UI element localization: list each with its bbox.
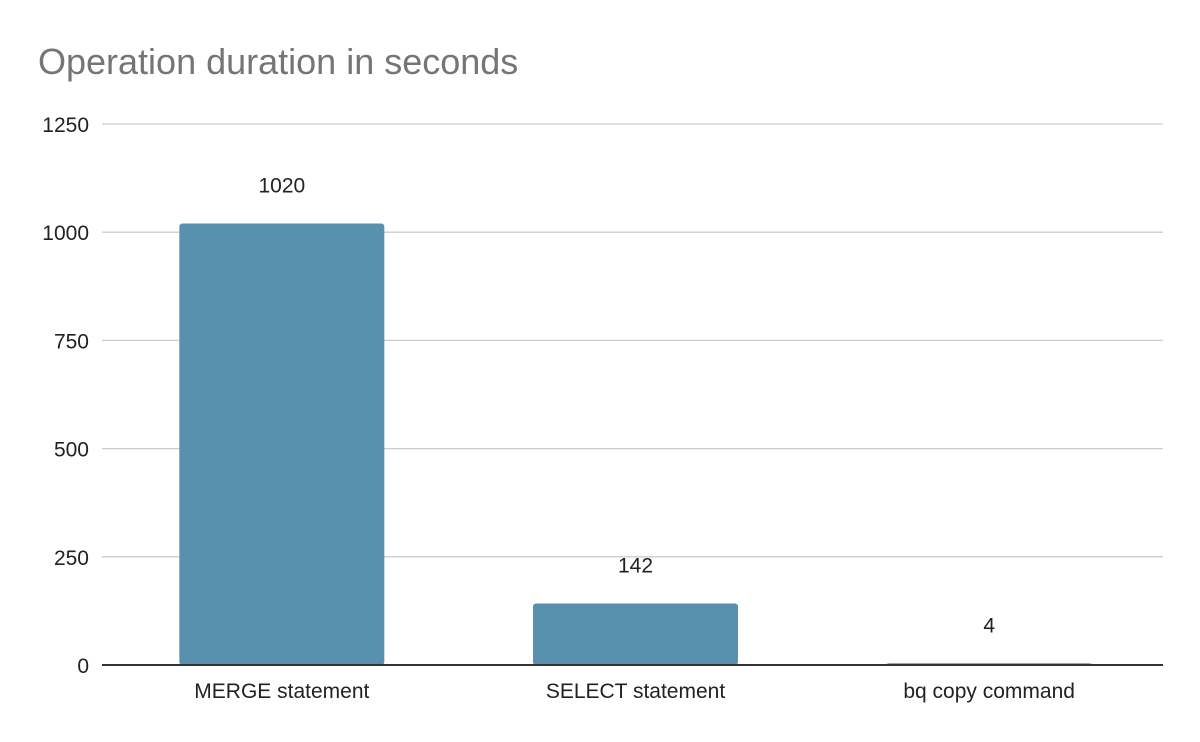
y-axis-ticks: 0 250 500 750 1000 1250	[42, 114, 89, 678]
x-tick-label: MERGE statement	[194, 680, 369, 703]
data-label: 4	[983, 614, 995, 637]
y-tick-label: 1250	[42, 114, 89, 137]
bar	[179, 223, 385, 665]
y-tick-label: 750	[54, 330, 89, 353]
bar	[533, 603, 738, 665]
y-tick-label: 500	[54, 439, 89, 462]
data-label: 1020	[258, 175, 305, 198]
y-tick-label: 1000	[42, 222, 89, 245]
chart-title: Operation duration in seconds	[38, 41, 518, 82]
bars	[179, 223, 1092, 665]
x-tick-label: bq copy command	[903, 680, 1075, 703]
x-tick-label: SELECT statement	[546, 680, 726, 703]
x-axis-ticks: MERGE statement SELECT statement bq copy c…	[194, 680, 1075, 703]
y-tick-label: 0	[77, 655, 89, 678]
data-labels: 1020 142 4	[258, 175, 995, 638]
y-tick-label: 250	[54, 547, 89, 570]
data-label: 142	[618, 555, 653, 578]
